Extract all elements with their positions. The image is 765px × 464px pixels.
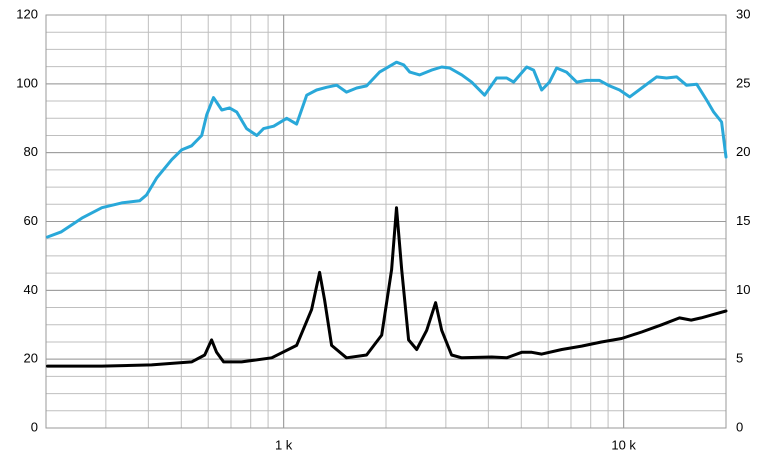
x-tick-label: 10 k (611, 437, 636, 452)
y2-tick-label: 10 (736, 282, 750, 297)
y-tick-label: 80 (24, 144, 38, 159)
y2-tick-label: 30 (736, 6, 750, 21)
x-tick-label: 1 k (275, 437, 293, 452)
y-tick-label: 40 (24, 282, 38, 297)
y-tick-label: 20 (24, 351, 38, 366)
y2-tick-label: 20 (736, 144, 750, 159)
series-line (46, 206, 728, 368)
series-line (46, 60, 728, 239)
y-tick-label: 120 (16, 6, 38, 21)
y-tick-label: 0 (31, 419, 38, 434)
y2-tick-label: 0 (736, 419, 743, 434)
plot-frame (45, 14, 727, 429)
y-tick-label: 100 (16, 75, 38, 90)
y2-tick-label: 25 (736, 75, 750, 90)
y-tick-label: 60 (24, 213, 38, 228)
y2-tick-label: 5 (736, 351, 743, 366)
y2-tick-label: 15 (736, 213, 750, 228)
